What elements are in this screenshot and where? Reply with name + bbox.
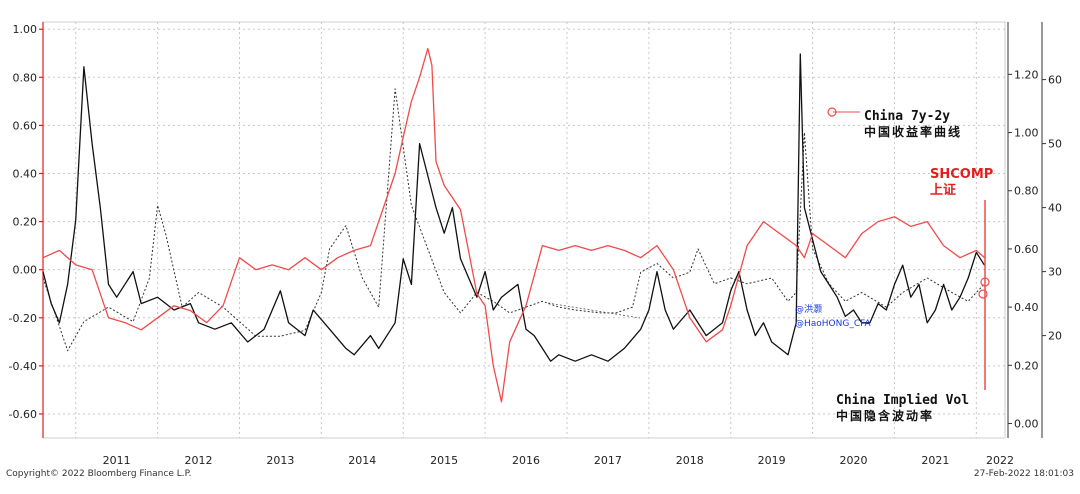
inner-right-tick-label: 0.60 bbox=[1014, 243, 1039, 256]
left-tick-label: 1.00 bbox=[13, 23, 38, 36]
annotation-dashed-line bbox=[547, 302, 641, 319]
x-tick-label: 2022 bbox=[986, 454, 1014, 467]
watermark-cn: @洪灏 bbox=[795, 303, 822, 315]
outer-right-tick-label: 40 bbox=[1048, 202, 1062, 215]
vol-label-cn: 中国隐含波动率 bbox=[836, 408, 934, 423]
inner-right-tick-label: 1.00 bbox=[1014, 127, 1039, 140]
left-tick-label: 0.00 bbox=[13, 264, 38, 277]
label-shcomp: SHCOMP 上证 bbox=[930, 167, 993, 390]
inner-right-tick-label: 0.80 bbox=[1014, 185, 1039, 198]
x-tick-label: 2015 bbox=[430, 454, 458, 467]
series-line-china-implied-vol bbox=[42, 53, 986, 362]
timestamp: 27-Feb-2022 18:01:03 bbox=[974, 469, 1074, 479]
yield-label-cn: 中国收益率曲线 bbox=[864, 124, 962, 139]
left-tick-label: -0.40 bbox=[9, 360, 37, 373]
left-tick-label: 0.20 bbox=[13, 216, 38, 229]
left-tick-label: -0.20 bbox=[9, 312, 37, 325]
inner-right-tick-label: 0.40 bbox=[1014, 301, 1039, 314]
gridlines bbox=[42, 21, 1006, 439]
x-tick-label: 2019 bbox=[758, 454, 786, 467]
x-tick-label: 2021 bbox=[921, 454, 949, 467]
x-tick-label: 2017 bbox=[594, 454, 622, 467]
left-tick-label: 0.60 bbox=[13, 119, 38, 132]
inner-right-tick-label: 0.00 bbox=[1014, 417, 1039, 430]
inner-right-tick-label: 0.20 bbox=[1014, 359, 1039, 372]
plot-frame bbox=[42, 21, 1006, 439]
label-yield: China 7y-2y 中国收益率曲线 bbox=[827, 107, 962, 139]
left-tick-label: 0.40 bbox=[13, 167, 38, 180]
shcomp-label-cn: 上证 bbox=[930, 183, 956, 198]
series-line-shcomp bbox=[42, 47, 985, 403]
yield-label-en: China 7y-2y bbox=[864, 109, 950, 124]
x-tick-label: 2011 bbox=[103, 454, 131, 467]
label-vol: China Implied Vol 中国隐含波动率 bbox=[836, 393, 969, 423]
x-tick-label: 2013 bbox=[266, 454, 294, 467]
x-tick-label: 2018 bbox=[676, 454, 704, 467]
copyright: Copyright© 2022 Bloomberg Finance L.P. bbox=[6, 469, 191, 479]
outer-right-tick-label: 30 bbox=[1048, 266, 1062, 279]
x-tick-label: 2020 bbox=[840, 454, 868, 467]
axes: 2011 2012 2013 2014 2015 2016 2017 2018 2019 2020… bbox=[9, 22, 1062, 467]
x-tick-label: 2014 bbox=[348, 454, 376, 467]
x-tick-label: 2012 bbox=[185, 454, 213, 467]
left-tick-label: -0.60 bbox=[9, 408, 37, 421]
series-line-china-7y-2y bbox=[42, 88, 985, 352]
series-group bbox=[42, 47, 986, 403]
inner-right-tick-label: 1.20 bbox=[1014, 68, 1039, 81]
left-tick-label: 0.80 bbox=[13, 71, 38, 84]
outer-right-tick-label: 50 bbox=[1048, 138, 1062, 151]
outer-right-tick-label: 20 bbox=[1048, 330, 1062, 343]
outer-right-tick-label: 60 bbox=[1048, 74, 1062, 87]
watermark-handle: @HaoHONG_CFA bbox=[795, 319, 871, 329]
vol-label-en: China Implied Vol bbox=[836, 393, 969, 408]
shcomp-label-en: SHCOMP bbox=[930, 167, 993, 182]
watermark: @洪灏 @HaoHONG_CFA bbox=[795, 303, 871, 329]
x-tick-label: 2016 bbox=[512, 454, 540, 467]
